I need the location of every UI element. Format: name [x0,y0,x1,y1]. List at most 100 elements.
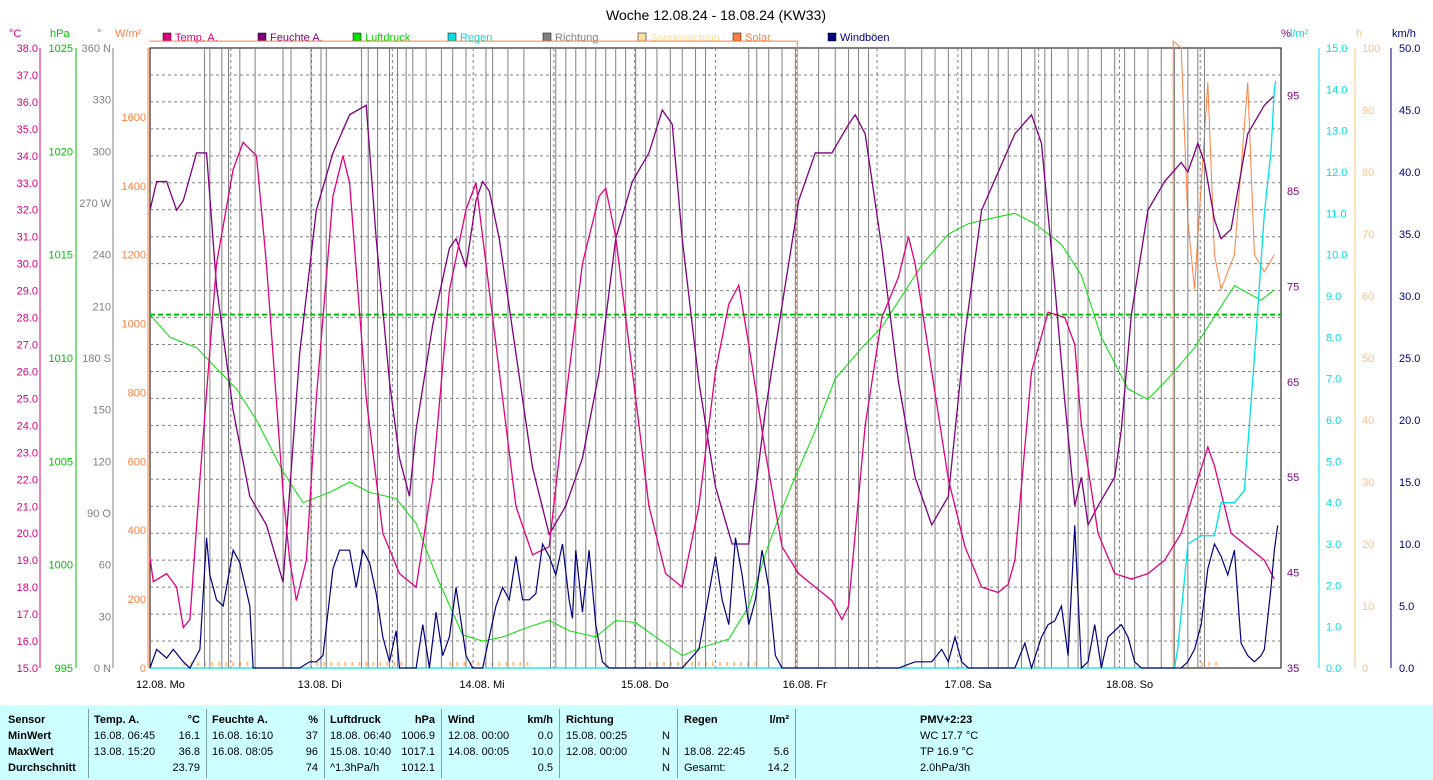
tick-direction: 330 [93,95,111,107]
wind-gust-line [149,525,1279,671]
legend-label: Regen [460,32,492,44]
tick-temp: 18.0 [17,582,38,594]
row-label-min: MinWert [8,730,52,742]
pressure-max-time: 15.08. 10:40 [330,746,392,758]
tick-pressure: 1025 [49,43,73,55]
tick-sunshine: 30 [1362,477,1374,489]
tick-temp: 26.0 [17,366,38,378]
tick-humidity: 55 [1287,472,1299,484]
tick-temp: 32.0 [17,205,38,217]
temp-max-time: 13.08. 15:20 [94,746,156,758]
tick-humidity: 85 [1287,186,1299,198]
x-tick-label: 18.08. So [1106,679,1153,691]
column-divider [677,709,678,778]
legend-swatch [162,32,172,42]
tick-sunshine: 60 [1362,291,1374,303]
tick-direction: 360 N [82,43,111,55]
tick-sunshine: 80 [1362,167,1374,179]
wind-min-time: 12.08. 00:00 [448,730,510,742]
header-pressure: Luftdruck [330,714,381,726]
column-divider [795,709,796,778]
tick-sunshine: 40 [1362,415,1374,427]
tick-sunshine: 100 [1362,43,1380,55]
direction-avg-value: N [662,762,670,774]
tick-solar: 400 [128,525,146,537]
column-divider [88,709,89,778]
header-wind-unit: km/h [527,714,553,726]
tick-wind: 25.0 [1399,353,1420,365]
tick-direction: 30 [99,611,111,623]
tick-solar: 200 [128,594,146,606]
tick-temp: 28.0 [17,313,38,325]
header-humidity-unit: % [308,714,318,726]
tick-humidity: 65 [1287,377,1299,389]
tick-temp: 23.0 [17,447,38,459]
tick-direction: 120 [93,456,111,468]
direction-min-time: 15.08. 00:25 [566,730,628,742]
x-tick-label: 12.08. Mo [136,679,185,691]
tick-solar: 1000 [122,319,146,331]
wind-avg-value: 0.5 [537,762,553,774]
row-label-max: MaxWert [8,746,54,758]
tick-humidity: 35 [1287,663,1299,675]
tick-rain: 8.0 [1326,332,1341,344]
direction-min-value: N [662,730,670,742]
legend-label: Sonnenschein [650,32,720,44]
tick-rain: 14.0 [1326,84,1347,96]
column-divider [206,709,207,778]
legend-label: Richtung [555,32,598,44]
direction-max-value: N [662,746,670,758]
wind-min-value: 0.0 [537,730,553,742]
x-tick-label: 14.08. Mi [459,679,504,691]
tick-direction: 210 [93,301,111,313]
tick-temp: 37.0 [17,70,38,82]
tick-rain: 11.0 [1326,208,1347,220]
tick-sunshine: 50 [1362,353,1374,365]
temp-min-time: 16.08. 06:45 [94,730,156,742]
tick-rain: 10.0 [1326,250,1347,262]
tick-humidity: 95 [1287,91,1299,103]
tick-rain: 0.0 [1326,663,1341,675]
rain-total-value: 14.2 [767,762,789,774]
tick-sunshine: 0 [1362,663,1368,675]
column-divider [324,709,325,778]
tick-pressure: 995 [55,663,73,675]
tick-temp: 27.0 [17,340,38,352]
axis-unit-solar: W/m² [115,28,142,40]
chart-title: Woche 12.08.24 - 18.08.24 (KW33) [606,7,826,23]
header-rain-unit: l/m² [769,714,789,726]
tick-wind: 20.0 [1399,415,1420,427]
tick-rain: 4.0 [1326,498,1341,510]
tick-sunshine: 20 [1362,539,1374,551]
legend-label: Luftdruck [365,32,411,44]
legend-swatch [827,32,837,42]
tick-wind: 35.0 [1399,229,1420,241]
rain-max-time: 18.08. 22:45 [684,746,746,758]
humidity-avg-value: 74 [305,762,318,774]
tick-wind: 10.0 [1399,539,1420,551]
legend-swatch [542,32,552,42]
tick-solar: 1600 [122,112,146,124]
tick-rain: 1.0 [1326,622,1341,634]
x-tick-label: 15.08. Do [621,679,669,691]
tick-temp: 20.0 [17,528,38,540]
tick-solar: 600 [128,456,146,468]
legend-label: Solar [745,32,771,44]
axis-unit-wind: km/h [1392,28,1416,40]
tick-humidity: 75 [1287,281,1299,293]
tick-temp: 29.0 [17,286,38,298]
humidity-min-value: 37 [305,730,318,742]
tick-rain: 7.0 [1326,374,1341,386]
legend-label: Feuchte A. [270,32,323,44]
tick-rain: 5.0 [1326,456,1341,468]
tick-sunshine: 10 [1362,601,1374,613]
tick-wind: 15.0 [1399,477,1420,489]
header-temp-unit: °C [187,714,200,726]
wind-max-time: 14.08. 00:05 [448,746,510,758]
tick-sunshine: 90 [1362,105,1374,117]
tick-temp: 24.0 [17,420,38,432]
wind-max-value: 10.0 [531,746,553,758]
rain-total-label: Gesamt: [684,762,726,774]
tick-humidity: 45 [1287,568,1299,580]
tick-solar: 1200 [122,250,146,262]
